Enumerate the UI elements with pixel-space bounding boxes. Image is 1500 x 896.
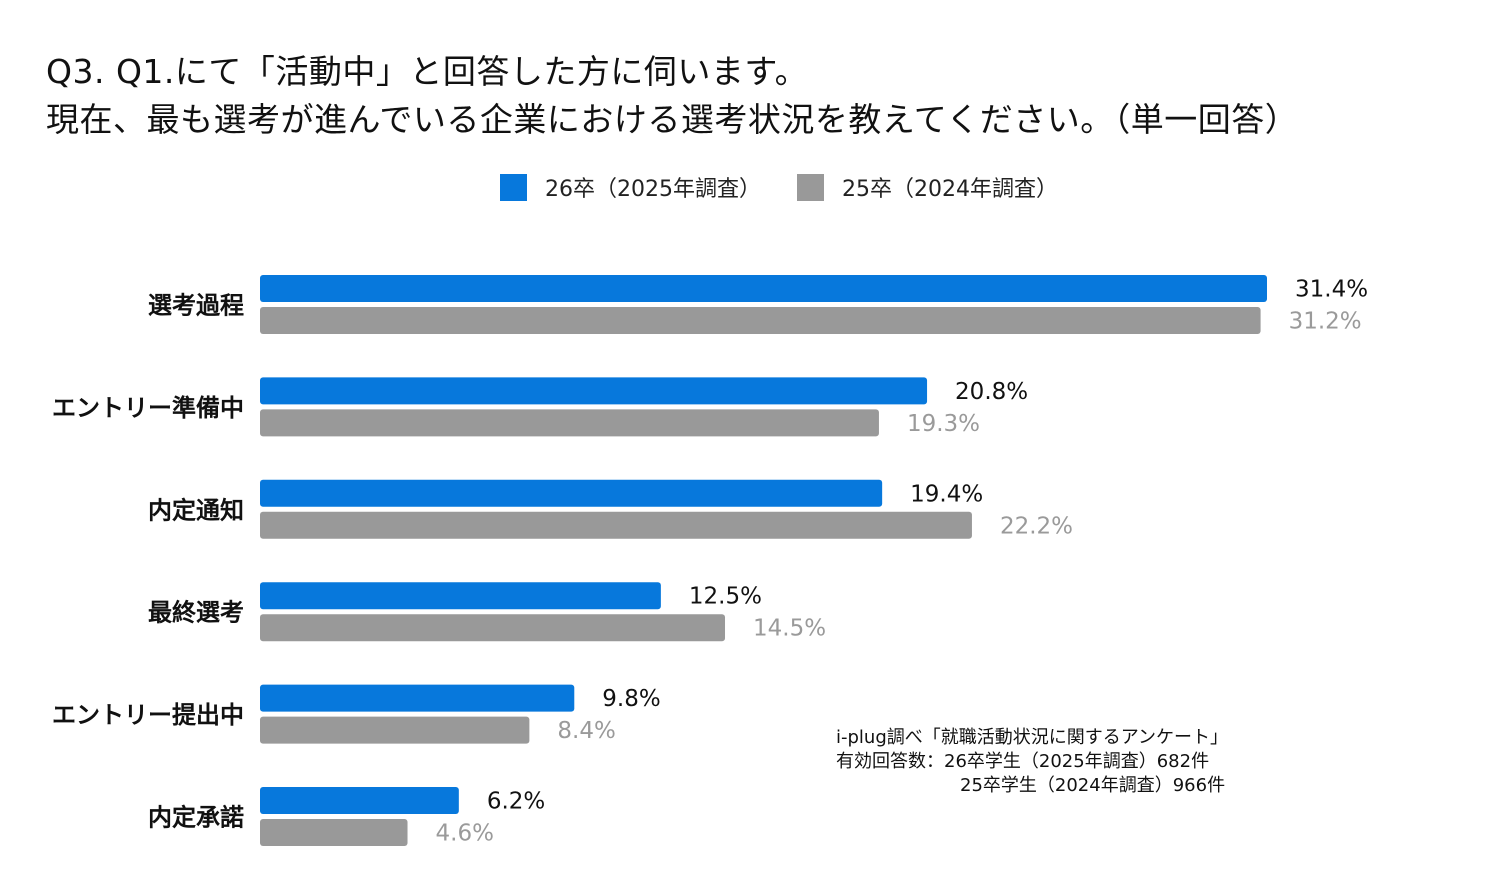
bar-26 — [260, 684, 575, 712]
value-label-25: 14.5% — [753, 616, 826, 642]
bar-25 — [260, 614, 726, 642]
chart-title-line2: 現在、最も選考が進んでいる企業における選考状況を教えてください。（単一回答） — [46, 100, 1299, 139]
bar-25 — [260, 511, 972, 539]
value-label-26: 12.5% — [689, 584, 762, 610]
legend-label-26: 26卒（2025年調査） — [545, 177, 761, 202]
bar-26 — [260, 582, 661, 610]
value-label-26: 20.8% — [955, 379, 1028, 405]
category-label: 内定通知 — [148, 496, 244, 524]
value-label-26: 6.2% — [487, 789, 545, 815]
category-label: 最終選考 — [148, 599, 244, 627]
category-label: エントリー準備中 — [52, 394, 244, 422]
source-line1: i-plug調べ「就職活動状況に関するアンケート」 — [836, 727, 1229, 748]
category-label: 内定承諾 — [148, 804, 244, 832]
value-label-26: 19.4% — [910, 481, 983, 507]
source-line2: 有効回答数：26卒学生（2025年調査）682件 — [836, 751, 1210, 772]
bar-25 — [260, 819, 408, 846]
legend-swatch-26 — [500, 173, 527, 201]
bar-25 — [260, 409, 879, 437]
legend-label-25: 25卒（2024年調査） — [841, 177, 1058, 202]
value-label-25: 4.6% — [436, 821, 494, 847]
legend: 26卒（2025年調査） 25卒（2024年調査） — [500, 172, 1094, 202]
bar-26 — [260, 479, 883, 507]
bar-26 — [260, 377, 928, 405]
bar-25 — [260, 307, 1261, 334]
legend-item-26: 26卒（2025年調査） — [500, 171, 761, 203]
bar-26 — [260, 275, 1267, 302]
value-label-25: 19.3% — [907, 411, 980, 437]
chart-title: Q3. Q1.にて「活動中」と回答した方に伺います。 現在、最も選考が進んでいる… — [46, 48, 1298, 144]
category-label: 選考過程 — [148, 292, 244, 320]
legend-swatch-25 — [796, 173, 824, 201]
value-label-25: 31.2% — [1289, 309, 1362, 335]
source-note: i-plug調べ「就職活動状況に関するアンケート」 有効回答数：26卒学生（20… — [836, 726, 1228, 798]
value-label-26: 31.4% — [1295, 277, 1368, 303]
category-label: エントリー提出中 — [52, 701, 244, 729]
value-label-25: 8.4% — [557, 718, 615, 744]
legend-item-25: 25卒（2024年調査） — [796, 171, 1058, 203]
value-label-25: 22.2% — [1000, 513, 1073, 539]
bar-26 — [260, 787, 459, 814]
bar-25 — [260, 716, 530, 744]
source-line3: 25卒学生（2024年調査）966件 — [960, 775, 1226, 796]
value-label-26: 9.8% — [602, 686, 660, 712]
chart-title-line1: Q3. Q1.にて「活動中」と回答した方に伺います。 — [46, 52, 809, 91]
